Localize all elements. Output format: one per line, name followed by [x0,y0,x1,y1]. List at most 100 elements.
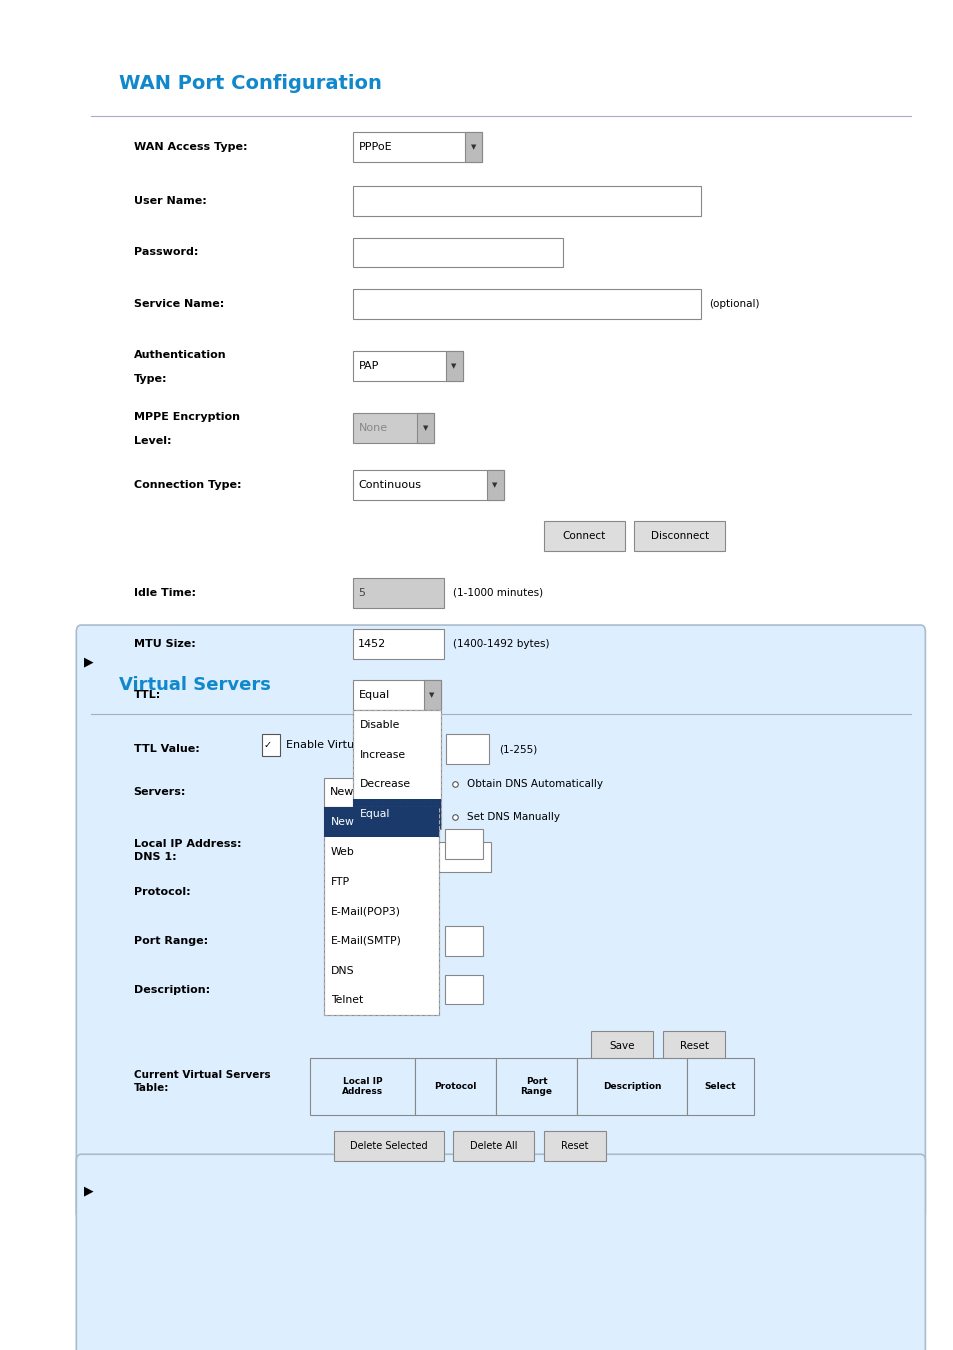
Text: DNS 1:: DNS 1: [133,852,176,863]
Text: WAN Port Configuration: WAN Port Configuration [119,74,382,93]
Bar [334,1131,443,1161]
Bar [353,238,562,267]
Bar [453,1131,534,1161]
Text: E-Mail(POP3): E-Mail(POP3) [331,906,400,917]
Text: Local IP Address:: Local IP Address: [133,838,241,849]
Text: (1400-1492 bytes): (1400-1492 bytes) [453,639,549,649]
Text: ▼: ▼ [427,790,433,795]
Text: TTL:: TTL: [133,690,161,701]
Bar [415,1058,496,1115]
Text: ▼: ▼ [451,363,456,369]
Bar [262,734,279,756]
Text: None: None [358,423,388,433]
Bar [662,1031,724,1061]
Text: Disconnect: Disconnect [650,531,708,541]
Text: MTU Size:: MTU Size: [133,639,195,649]
Text: Idle Time:: Idle Time: [133,587,195,598]
Text: ▼: ▼ [492,482,497,487]
Bar [353,629,443,659]
Text: Connection Type:: Connection Type: [133,479,241,490]
Text: Level:: Level: [133,436,171,447]
Text: User Name:: User Name: [133,196,206,207]
Text: Type:: Type: [133,374,167,385]
Text: Delete All: Delete All [470,1141,517,1152]
Text: MPPE Encryption: MPPE Encryption [133,412,239,423]
Text: Equal: Equal [358,690,390,701]
Text: New: New [330,787,355,798]
Text: Port
Range: Port Range [520,1077,552,1096]
Text: Local IP
Address: Local IP Address [341,1077,383,1096]
Text: (optional): (optional) [708,298,759,309]
Bar [634,521,724,551]
Text: 1452: 1452 [357,639,386,649]
FancyBboxPatch shape [76,1154,924,1350]
Text: DNS: DNS [331,965,355,976]
Text: Reset: Reset [679,1041,708,1052]
Text: Description: Description [602,1083,660,1091]
Text: ▶: ▶ [84,655,93,668]
Bar [486,470,503,500]
Bar [444,975,482,1004]
Text: Web: Web [331,846,355,857]
Text: Select: Select [703,1083,736,1091]
Text: PPPoE: PPPoE [358,142,392,153]
Bar [353,710,440,829]
Text: E-Mail(SMTP): E-Mail(SMTP) [331,936,401,946]
Text: ▶: ▶ [84,1184,93,1197]
Bar [324,778,438,807]
Text: Virtual Servers: Virtual Servers [119,676,271,694]
Text: Telnet: Telnet [331,995,363,1006]
Text: Disable: Disable [359,720,399,730]
Text: ✓: ✓ [263,740,272,751]
Bar [353,680,440,710]
Bar [591,1031,653,1061]
Bar [444,829,482,859]
Text: Delete Selected: Delete Selected [350,1141,427,1152]
Text: Continuous: Continuous [358,479,421,490]
Text: Description:: Description: [133,984,210,995]
Text: FTP: FTP [331,876,350,887]
Bar [543,1131,605,1161]
Bar [421,778,438,807]
Text: ▼: ▼ [470,144,476,150]
Text: Obtain DNS Automatically: Obtain DNS Automatically [467,779,603,790]
Text: Servers:: Servers: [133,787,186,798]
Bar [324,807,438,837]
Bar [353,351,462,381]
Text: WAN Access Type:: WAN Access Type: [133,142,247,153]
Bar [324,807,438,1015]
Bar [353,578,443,608]
Text: Password:: Password: [133,247,197,258]
Text: Equal: Equal [359,809,390,819]
Bar [353,289,700,319]
Bar [324,807,438,1015]
Bar [310,1058,415,1115]
Text: Enable Virtual Servers: Enable Virtual Servers [286,740,410,751]
Text: Authentication: Authentication [133,350,226,360]
Text: Increase: Increase [359,749,405,760]
Text: Service Name:: Service Name: [133,298,224,309]
Text: ▼: ▼ [429,693,435,698]
Bar [577,1058,686,1115]
Bar [353,132,481,162]
Text: Current Virtual Servers
Table:: Current Virtual Servers Table: [133,1071,270,1092]
Text: Reset: Reset [560,1141,588,1152]
Bar [445,351,462,381]
Text: Decrease: Decrease [359,779,411,790]
Text: 5: 5 [357,587,364,598]
Text: (1-255): (1-255) [498,744,537,755]
Text: Set DNS Manually: Set DNS Manually [467,811,559,822]
Bar [353,470,503,500]
Text: Protocol: Protocol [434,1083,476,1091]
Bar [353,799,440,829]
Text: Port Range:: Port Range: [133,936,208,946]
Text: Protocol:: Protocol: [133,887,190,898]
Bar [416,413,434,443]
Bar [686,1058,753,1115]
Bar [353,710,440,829]
Bar [353,186,700,216]
Bar [464,132,481,162]
Bar [353,842,491,872]
Bar [446,734,489,764]
Text: ▼: ▼ [422,425,428,431]
